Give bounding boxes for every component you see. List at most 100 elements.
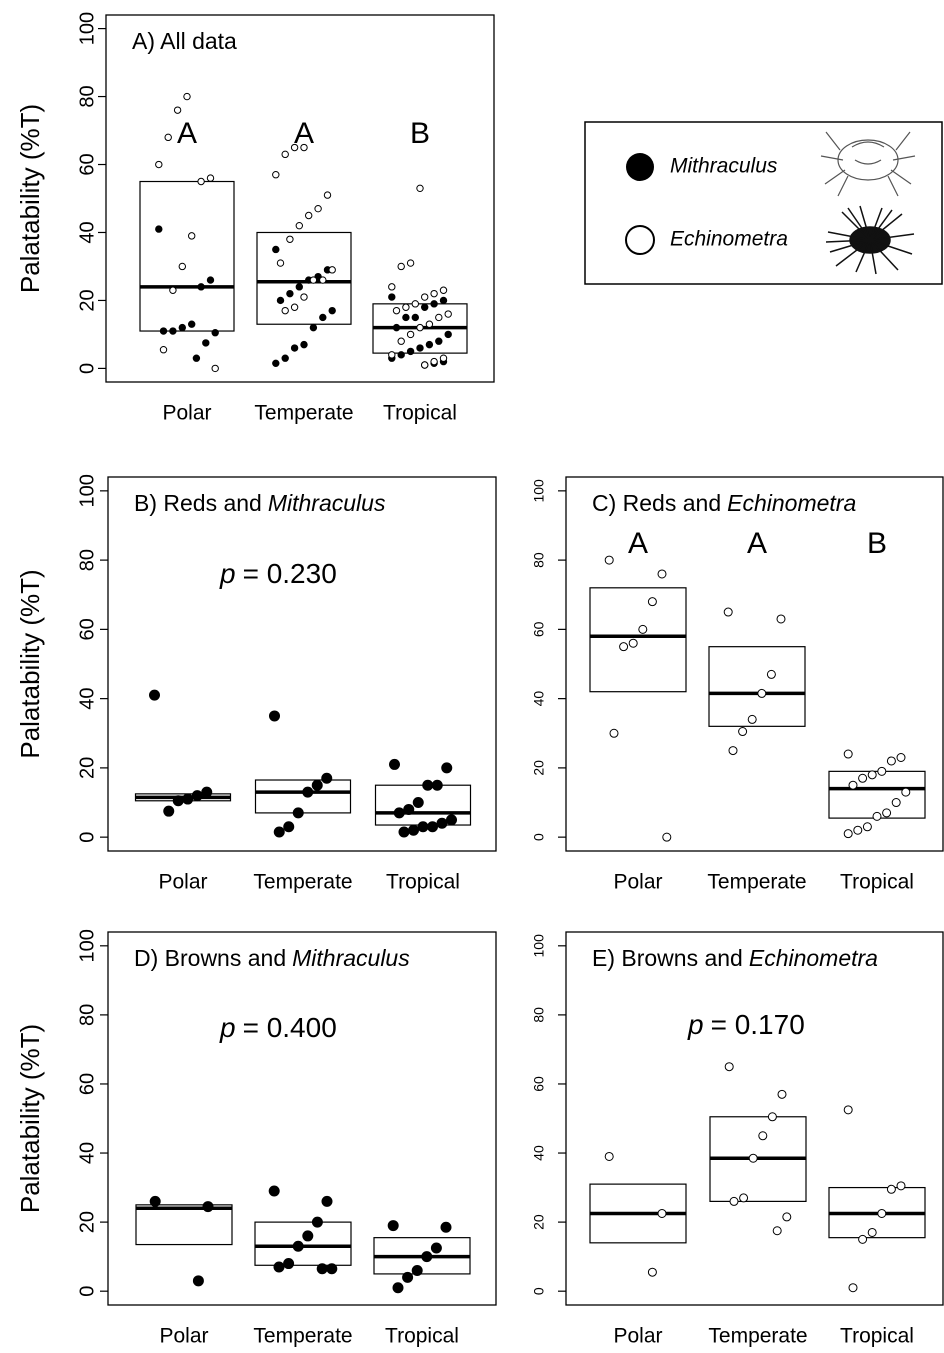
point-filled <box>392 1282 404 1294</box>
point-filled <box>273 826 285 838</box>
point-open <box>767 1112 777 1122</box>
box <box>828 770 926 819</box>
y-tick-label: 80 <box>76 1004 98 1026</box>
point-filled <box>309 323 318 332</box>
y-tick-label: 20 <box>76 289 98 311</box>
legend-marker-open <box>625 225 655 255</box>
point-open <box>877 766 887 776</box>
point-open <box>281 306 289 315</box>
point-open <box>309 276 318 284</box>
point-open <box>328 266 336 274</box>
point-filled <box>163 805 175 817</box>
point-open <box>609 728 619 738</box>
x-tick-label: Tropical <box>383 402 457 425</box>
point-filled <box>387 1220 399 1232</box>
point-open <box>738 727 748 737</box>
point-open <box>183 92 191 101</box>
point-filled <box>202 339 210 347</box>
point-filled <box>406 347 415 356</box>
y-tick-label: 60 <box>76 618 98 640</box>
point-filled <box>422 779 434 791</box>
y-tick-label: 0 <box>531 1287 547 1295</box>
y-tick-label: 80 <box>76 549 98 571</box>
x-tick-label: Temperate <box>253 1325 352 1348</box>
point-filled <box>416 344 424 352</box>
point-filled <box>388 293 396 301</box>
point-open <box>439 286 448 294</box>
y-tick-label: 0 <box>531 833 547 841</box>
point-filled <box>276 296 285 305</box>
point-open <box>392 306 401 315</box>
point-filled <box>311 779 323 791</box>
point-open <box>435 313 443 322</box>
p-value: p = 0.230 <box>219 558 337 589</box>
panel: C) Reds and Echinometra 0 20 40 60 80 100 Polar A… <box>531 476 944 894</box>
point-filled <box>425 340 434 349</box>
point-filled <box>283 1258 295 1270</box>
point-filled <box>402 1271 414 1283</box>
point-open <box>619 642 629 652</box>
point-open <box>848 780 858 790</box>
point-open <box>388 351 396 359</box>
point-filled <box>295 283 303 291</box>
point-filled <box>302 1230 314 1242</box>
point-open <box>843 749 853 759</box>
y-tick-label: 40 <box>531 1145 547 1161</box>
p-text: = 0.400 <box>243 1012 337 1043</box>
x-tick-label: Tropical <box>386 871 460 894</box>
x-tick-label: Temperate <box>254 402 353 425</box>
point-open <box>758 1131 768 1141</box>
point-open <box>886 756 896 766</box>
point-filled <box>188 320 196 328</box>
point-open <box>295 221 303 230</box>
point-open <box>882 808 892 818</box>
point-open <box>276 259 285 267</box>
point-open <box>421 361 429 369</box>
point-filled <box>283 821 295 833</box>
point-filled <box>202 1201 214 1213</box>
point-open <box>896 753 906 762</box>
point-open <box>178 262 187 271</box>
point-filled <box>411 1264 423 1276</box>
point-open <box>397 262 405 271</box>
y-tick-label: 80 <box>76 85 98 107</box>
point-open <box>657 1208 667 1218</box>
point-filled <box>286 289 294 298</box>
point-open <box>430 357 438 366</box>
point-filled <box>321 772 333 784</box>
y-axis-label: Palatability (%T) <box>15 1024 45 1213</box>
point-filled <box>272 359 280 368</box>
point-filled <box>328 306 336 315</box>
point-open <box>728 746 738 756</box>
point-open <box>188 232 196 240</box>
point-filled <box>392 323 401 332</box>
point-filled <box>290 344 299 352</box>
title-italic: Mithraculus <box>268 490 386 516</box>
point-filled <box>149 689 160 701</box>
point-filled <box>427 821 438 833</box>
point-open <box>164 133 172 142</box>
point-open <box>290 143 299 152</box>
point-filled <box>192 1275 204 1287</box>
point-open <box>867 1227 877 1237</box>
panel-title: E) Browns and Echinometra <box>592 945 878 971</box>
point-filled <box>431 779 443 791</box>
x-tick-label: Polar <box>159 1325 208 1348</box>
x-tick-label: Polar <box>613 871 662 894</box>
point-filled <box>155 225 163 233</box>
title-text: C) Reds and <box>592 490 721 516</box>
point-open <box>169 286 177 294</box>
y-tick-label: 40 <box>76 688 98 710</box>
point-filled <box>440 1221 452 1233</box>
box <box>256 231 352 325</box>
point-filled <box>441 762 453 774</box>
point-open <box>723 607 733 617</box>
point-filled <box>211 329 219 337</box>
point-filled <box>302 786 314 798</box>
point-open <box>300 143 308 152</box>
group-letter: A <box>628 527 648 560</box>
point-open <box>211 364 219 373</box>
title-text: B) Reds and <box>134 490 262 516</box>
point-open <box>323 191 332 199</box>
point-open <box>281 150 289 159</box>
